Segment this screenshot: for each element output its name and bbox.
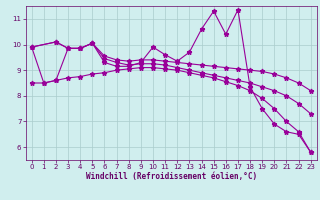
X-axis label: Windchill (Refroidissement éolien,°C): Windchill (Refroidissement éolien,°C)	[86, 172, 257, 181]
